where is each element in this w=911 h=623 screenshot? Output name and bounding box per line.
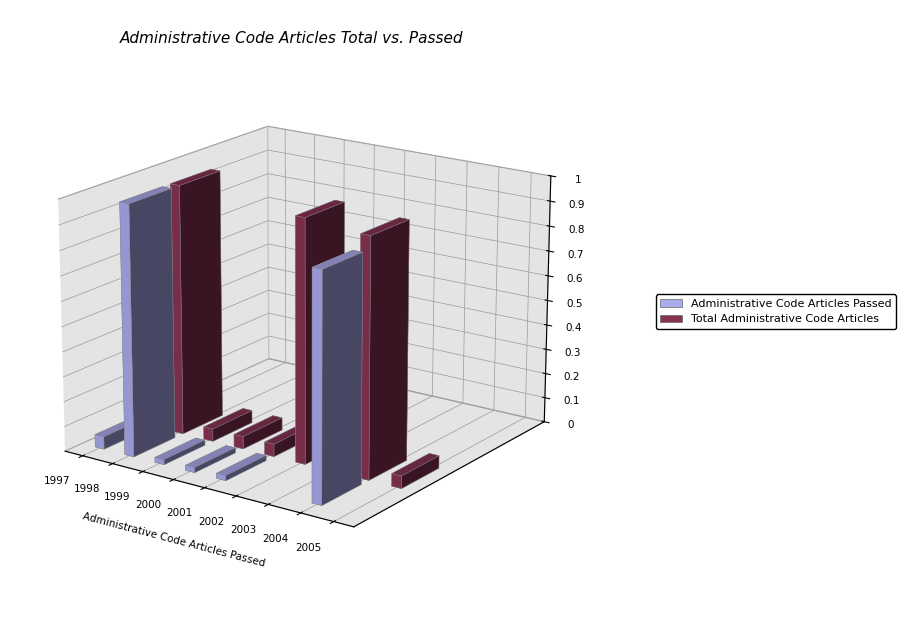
Text: Administrative Code Articles Total vs. Passed: Administrative Code Articles Total vs. P…: [119, 31, 464, 46]
X-axis label: Administrative Code Articles Passed: Administrative Code Articles Passed: [81, 511, 266, 568]
Legend: Administrative Code Articles Passed, Total Administrative Code Articles: Administrative Code Articles Passed, Tot…: [656, 294, 896, 329]
